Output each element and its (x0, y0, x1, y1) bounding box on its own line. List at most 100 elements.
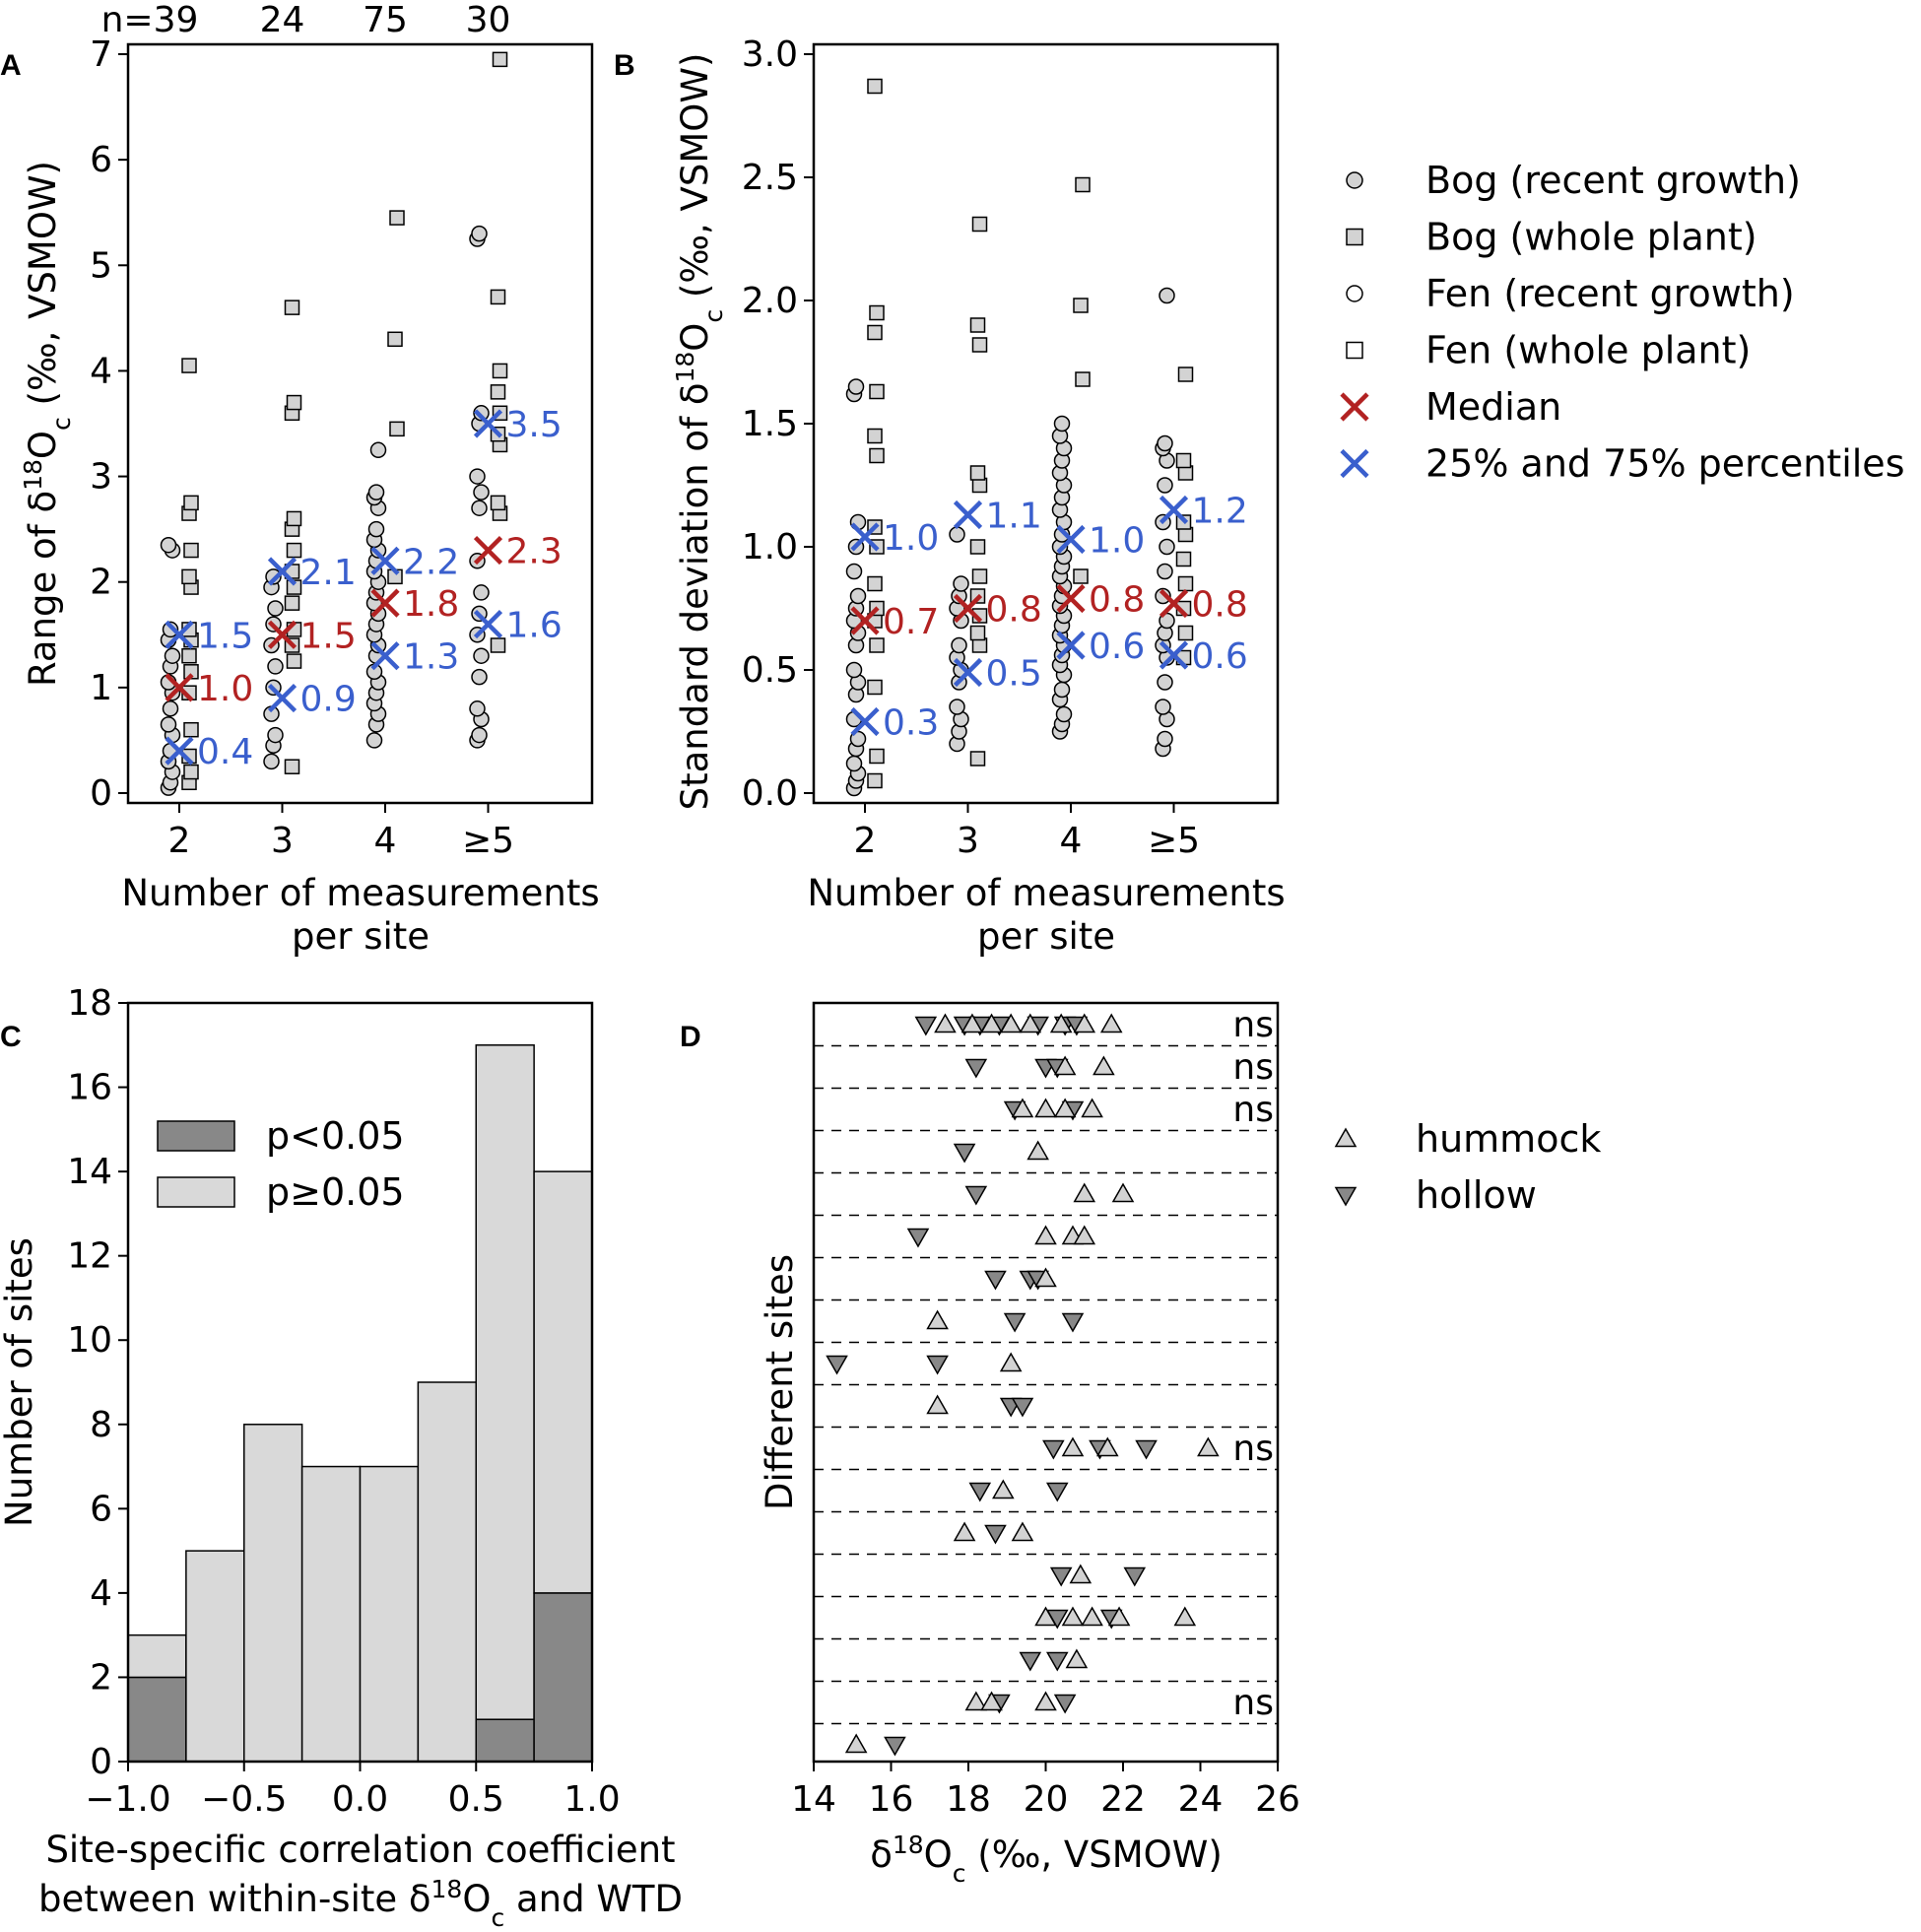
panel-b-xlabel-line2: per site (977, 915, 1115, 958)
data-point-circle (1157, 434, 1173, 452)
percentile-marker-stroke (370, 641, 400, 671)
data-point-circle (473, 405, 490, 422)
legend-label: Median (1425, 385, 1561, 429)
data-point-circle (845, 563, 863, 580)
bar-significant (127, 1676, 187, 1763)
data-point-square (867, 428, 883, 444)
bar-nonsignificant (185, 1550, 245, 1763)
x-tick-label: 14 (791, 1779, 836, 1820)
percentile-label: 3.5 (506, 405, 563, 445)
bar-nonsignificant (417, 1381, 477, 1763)
data-point-circle (469, 468, 486, 485)
legend-label: 25% and 75% percentiles (1425, 442, 1905, 486)
y-tick-label: 7 (90, 34, 112, 75)
y-tick-label: 6 (90, 140, 112, 180)
hummock-marker (964, 1691, 988, 1711)
data-point-circle (162, 621, 179, 638)
data-point-square (490, 637, 506, 653)
percentile-label: 1.6 (506, 606, 563, 646)
median-marker (1056, 583, 1086, 614)
percentile-label: 1.0 (1089, 521, 1145, 562)
y-tick-label: 2 (90, 1657, 112, 1698)
panel-a-stats: 1.0 1.5 1.8 2.3 0.4 1.5 0.9 2.1 1.3 2.2 1.6 3.5 (165, 405, 563, 772)
data-point-square (492, 363, 508, 379)
percentile-marker (370, 641, 400, 671)
legend-marker-triangle (1334, 1186, 1358, 1207)
percentile-marker (1159, 495, 1189, 525)
median-marker (473, 535, 503, 566)
data-point-circle (471, 500, 488, 516)
median-marker-stroke (953, 593, 983, 624)
data-point-square (867, 679, 883, 696)
legend-marker-triangle (1334, 1127, 1358, 1148)
hummock-marker (1049, 1013, 1073, 1033)
ns-label: ns (1232, 1683, 1274, 1723)
percentile-label: 1.3 (403, 637, 459, 678)
hummock-marker (926, 1309, 949, 1330)
hummock-marker (999, 1013, 1023, 1033)
hummock-marker (953, 1521, 976, 1542)
data-point-square (181, 568, 197, 585)
legend-marker-circle (1346, 171, 1363, 189)
panel-c-ticks: 0 2 4 6 8 10 12 14 16 18 −1.0 −0.5 0.0 0.5 1.0 (67, 983, 620, 1820)
x-tick-label: 1.0 (563, 1779, 620, 1820)
percentile-marker-stroke (1056, 524, 1086, 555)
sample-size-label: n=39 (101, 0, 199, 40)
percentile-marker (165, 736, 194, 766)
hollow-marker (953, 1143, 976, 1164)
hummock-marker (1034, 1267, 1057, 1288)
y-tick-label: 14 (67, 1152, 112, 1192)
legend-swatch-sig (157, 1120, 235, 1152)
data-point-square (286, 542, 302, 559)
median-marker-stroke (370, 588, 400, 618)
hummock-marker (1027, 1140, 1049, 1161)
median-marker-stroke (165, 673, 194, 702)
data-point-circle (160, 536, 177, 554)
panel-c-bars (127, 1044, 593, 1763)
data-point-square (284, 759, 300, 774)
x-tick-label: ≥5 (1148, 821, 1200, 861)
bar-nonsignificant (475, 1044, 535, 1720)
hummock-marker (926, 1394, 949, 1415)
data-point-circle (473, 584, 490, 601)
data-point-square (869, 748, 885, 765)
data-point-circle (1155, 699, 1171, 715)
data-point-circle (1055, 705, 1073, 723)
percentile-label: 1.1 (986, 497, 1042, 537)
data-point-circle (267, 726, 284, 744)
x-tick-label: 24 (1178, 1779, 1224, 1820)
data-point-circle (847, 378, 865, 395)
panel-c-frame (126, 1001, 594, 1764)
data-point-square (867, 575, 883, 592)
data-point-circle (845, 755, 863, 772)
data-point-square (1073, 298, 1089, 313)
legend-label: hummock (1416, 1117, 1601, 1161)
panel-c-xlabel-line2: between within-site δ18Oc and WTD (38, 1875, 683, 1932)
data-point-square (1075, 176, 1091, 193)
panel-b-frame (812, 42, 1280, 805)
hollow-marker (1061, 1312, 1085, 1333)
panel-c-ylabel: Number of sites (0, 1237, 40, 1527)
bar-nonsignificant (533, 1170, 593, 1594)
hollow-marker (1053, 1694, 1077, 1714)
median-label: 1.5 (300, 616, 357, 656)
data-point-circle (1053, 415, 1071, 433)
hummock-marker (1111, 1182, 1135, 1203)
panel-b: 0.00.51.01.52.02.53.02 3 4 ≥5 0.7 0.8 0.8 0.80… (671, 34, 1286, 958)
panel-letter-a: A (0, 49, 22, 82)
panel-b-xlabel-line1: Number of measurements (807, 872, 1285, 914)
y-tick-label: 0 (90, 773, 112, 814)
hummock-marker (960, 1013, 984, 1033)
sample-size-label: 24 (260, 0, 305, 40)
percentile-marker (267, 557, 298, 586)
data-point-circle (471, 726, 488, 744)
data-point-circle (473, 484, 490, 500)
x-tick-label: 22 (1100, 1779, 1146, 1820)
legend-points: Bog (recent growth) Bog (whole plant) Fen … (1340, 159, 1905, 486)
bar-significant (533, 1592, 593, 1763)
data-point-circle (265, 568, 282, 585)
median-marker (1159, 588, 1189, 619)
panel-d-frame (812, 1001, 1280, 1764)
hollow-marker (984, 1270, 1007, 1291)
median-marker-stroke (267, 620, 298, 649)
